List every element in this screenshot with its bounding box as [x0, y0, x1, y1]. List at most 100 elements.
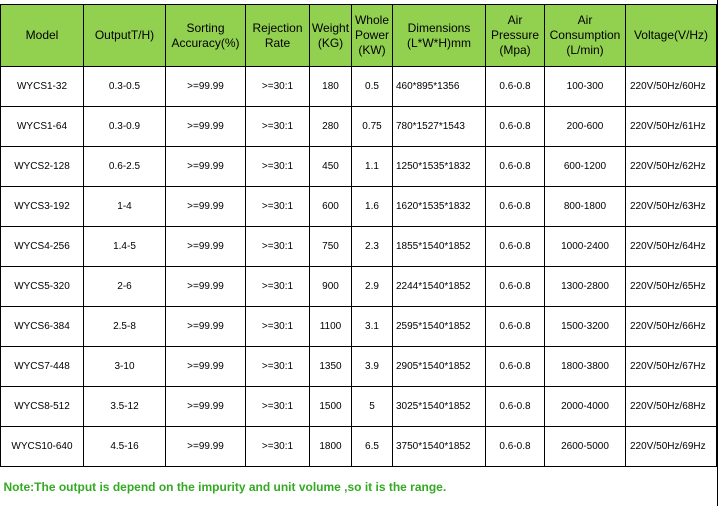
cell-model: WYCS4-256 — [1, 227, 84, 267]
cell-whole-power: 3.9 — [352, 347, 393, 387]
range-note: Note:The output is depend on the impurit… — [1, 467, 717, 507]
cell-whole-power: 3.1 — [352, 307, 393, 347]
cell-model: WYCS3-192 — [1, 187, 84, 227]
cell-air-consumption: 2000-4000 — [545, 387, 626, 427]
cell-rejection-rate: >=30:1 — [246, 427, 310, 467]
cell-dimensions: 1620*1535*1832 — [393, 187, 486, 227]
cell-weight: 600 — [310, 187, 352, 227]
header-weight: Weight(KG) — [310, 5, 352, 67]
cell-output: 1-4 — [84, 187, 166, 227]
cell-whole-power: 0.75 — [352, 107, 393, 147]
cell-output: 0.6-2.5 — [84, 147, 166, 187]
note-row: Note:The output is depend on the impurit… — [1, 467, 717, 507]
cell-rejection-rate: >=30:1 — [246, 187, 310, 227]
cell-air-pressure: 0.6-0.8 — [486, 427, 545, 467]
header-sorting-accuracy-line: Sorting — [167, 21, 244, 36]
cell-rejection-rate: >=30:1 — [246, 307, 310, 347]
cell-weight: 900 — [310, 267, 352, 307]
cell-dimensions: 1250*1535*1832 — [393, 147, 486, 187]
cell-voltage: 220V/50Hz/69Hz — [626, 427, 717, 467]
cell-voltage: 220V/50Hz/68Hz — [626, 387, 717, 427]
cell-air-pressure: 0.6-0.8 — [486, 107, 545, 147]
cell-whole-power: 1.1 — [352, 147, 393, 187]
cell-model: WYCS2-128 — [1, 147, 84, 187]
cell-dimensions: 460*895*1356 — [393, 67, 486, 107]
cell-output: 0.3-0.9 — [84, 107, 166, 147]
cell-output: 3-10 — [84, 347, 166, 387]
header-air-pressure-line: Air — [487, 13, 543, 28]
cell-dimensions: 2244*1540*1852 — [393, 267, 486, 307]
cell-rejection-rate: >=30:1 — [246, 67, 310, 107]
cell-sorting-accuracy: >=99.99 — [166, 267, 246, 307]
cell-air-consumption: 2600-5000 — [545, 427, 626, 467]
cell-air-consumption: 600-1200 — [545, 147, 626, 187]
header-weight-line: (KG) — [311, 36, 350, 51]
cell-voltage: 220V/50Hz/64Hz — [626, 227, 717, 267]
header-air-pressure-line: (Mpa) — [487, 43, 543, 58]
cell-model: WYCS6-384 — [1, 307, 84, 347]
cell-rejection-rate: >=30:1 — [246, 107, 310, 147]
header-whole-power-line: Whole — [353, 13, 391, 28]
cell-rejection-rate: >=30:1 — [246, 147, 310, 187]
header-output: OutputT/H) — [84, 5, 166, 67]
cell-air-consumption: 1800-3800 — [545, 347, 626, 387]
cell-air-consumption: 1500-3200 — [545, 307, 626, 347]
cell-weight: 180 — [310, 67, 352, 107]
header-sorting-accuracy-line: Accuracy(%) — [167, 36, 244, 51]
cell-dimensions: 2595*1540*1852 — [393, 307, 486, 347]
cell-model: WYCS8-512 — [1, 387, 84, 427]
cell-sorting-accuracy: >=99.99 — [166, 67, 246, 107]
cell-air-pressure: 0.6-0.8 — [486, 67, 545, 107]
cell-dimensions: 3750*1540*1852 — [393, 427, 486, 467]
cell-dimensions: 2905*1540*1852 — [393, 347, 486, 387]
cell-whole-power: 6.5 — [352, 427, 393, 467]
cell-sorting-accuracy: >=99.99 — [166, 307, 246, 347]
header-voltage: Voltage(V/Hz) — [626, 5, 717, 67]
cell-weight: 450 — [310, 147, 352, 187]
cell-air-pressure: 0.6-0.8 — [486, 307, 545, 347]
cell-output: 2-6 — [84, 267, 166, 307]
header-model: Model — [1, 5, 84, 67]
header-air-consumption-line: Air — [546, 13, 624, 28]
cell-air-consumption: 1000-2400 — [545, 227, 626, 267]
header-output-line: OutputT/H) — [85, 28, 164, 43]
cell-whole-power: 0.5 — [352, 67, 393, 107]
cell-weight: 1500 — [310, 387, 352, 427]
cell-sorting-accuracy: >=99.99 — [166, 107, 246, 147]
header-rejection-rate-line: Rate — [247, 36, 308, 51]
cell-dimensions: 1855*1540*1852 — [393, 227, 486, 267]
cell-whole-power: 1.6 — [352, 187, 393, 227]
header-whole-power-line: Power — [353, 28, 391, 43]
cell-whole-power: 5 — [352, 387, 393, 427]
header-weight-line: Weight — [311, 21, 350, 36]
cell-weight: 750 — [310, 227, 352, 267]
cell-dimensions: 3025*1540*1852 — [393, 387, 486, 427]
cell-model: WYCS1-64 — [1, 107, 84, 147]
right-border-line — [717, 0, 718, 506]
cell-rejection-rate: >=30:1 — [246, 347, 310, 387]
cell-air-consumption: 800-1800 — [545, 187, 626, 227]
cell-output: 4.5-16 — [84, 427, 166, 467]
cell-output: 2.5-8 — [84, 307, 166, 347]
cell-sorting-accuracy: >=99.99 — [166, 387, 246, 427]
cell-sorting-accuracy: >=99.99 — [166, 227, 246, 267]
cell-whole-power: 2.3 — [352, 227, 393, 267]
cell-rejection-rate: >=30:1 — [246, 267, 310, 307]
header-dimensions: Dimensions(L*W*H)mm — [393, 5, 486, 67]
header-whole-power-line: (KW) — [353, 43, 391, 58]
cell-air-consumption: 200-600 — [545, 107, 626, 147]
cell-air-pressure: 0.6-0.8 — [486, 227, 545, 267]
